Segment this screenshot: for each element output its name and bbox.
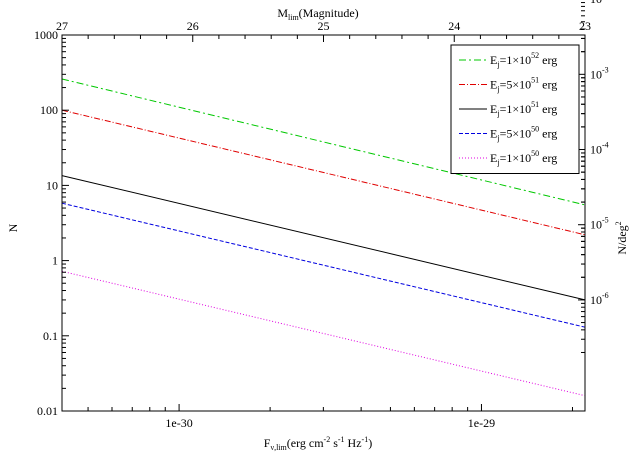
y-tick-label: 1000 bbox=[34, 28, 58, 42]
series-line-4 bbox=[61, 202, 586, 328]
y-tick-label: 1 bbox=[52, 254, 58, 268]
top-tick-label: 24 bbox=[448, 19, 460, 33]
tick-layer: 0.01 0.1 1 10 100 1000 1e-30 1e-29 27 26 25 24 23 10-… bbox=[34, 0, 609, 430]
right-tick-label: 10-6 bbox=[590, 291, 609, 307]
series-line-2 bbox=[61, 109, 586, 236]
legend-entry-5: Ej=1×1050 erg bbox=[490, 149, 557, 167]
y-tick-label: 0.01 bbox=[37, 404, 58, 418]
series-line-3 bbox=[61, 175, 586, 301]
y-tick-label: 0.1 bbox=[43, 329, 58, 343]
right-tick-label: 10-3 bbox=[590, 65, 609, 81]
top-tick-label: 26 bbox=[187, 19, 199, 33]
top-tick-label: 25 bbox=[318, 19, 330, 33]
legend: Ej=1×1052 erg Ej=5×1051 erg Ej=1×1051 erg E… bbox=[450, 44, 580, 174]
right-tick-label: 10-5 bbox=[590, 216, 609, 232]
right-tick-label: 10-4 bbox=[590, 141, 609, 157]
x-axis-title: Fν,lim(erg cm-2 s-1 Hz-1) bbox=[264, 435, 372, 452]
legend-entry-2: Ej=5×1051 erg bbox=[490, 76, 557, 94]
series-layer bbox=[61, 78, 586, 397]
right-axis-title: N/deg2 bbox=[614, 221, 629, 254]
top-axis-title: Mlim(Magnitude) bbox=[277, 6, 358, 22]
series-line-5 bbox=[61, 270, 586, 397]
y-tick-label: 10 bbox=[46, 178, 58, 192]
y-axis-title: N bbox=[6, 223, 20, 232]
legend-entry-3: Ej=1×1051 erg bbox=[490, 100, 557, 118]
x-tick-label: 1e-30 bbox=[165, 416, 192, 430]
right-tick-label: 10-2 bbox=[590, 0, 609, 6]
legend-entry-4: Ej=5×1050 erg bbox=[490, 125, 557, 143]
y-tick-label: 100 bbox=[40, 103, 58, 117]
top-tick-label: 27 bbox=[56, 19, 68, 33]
legend-entry-1: Ej=1×1052 erg bbox=[490, 51, 557, 69]
top-tick-label: 23 bbox=[579, 19, 591, 33]
x-tick-label: 1e-29 bbox=[468, 416, 495, 430]
